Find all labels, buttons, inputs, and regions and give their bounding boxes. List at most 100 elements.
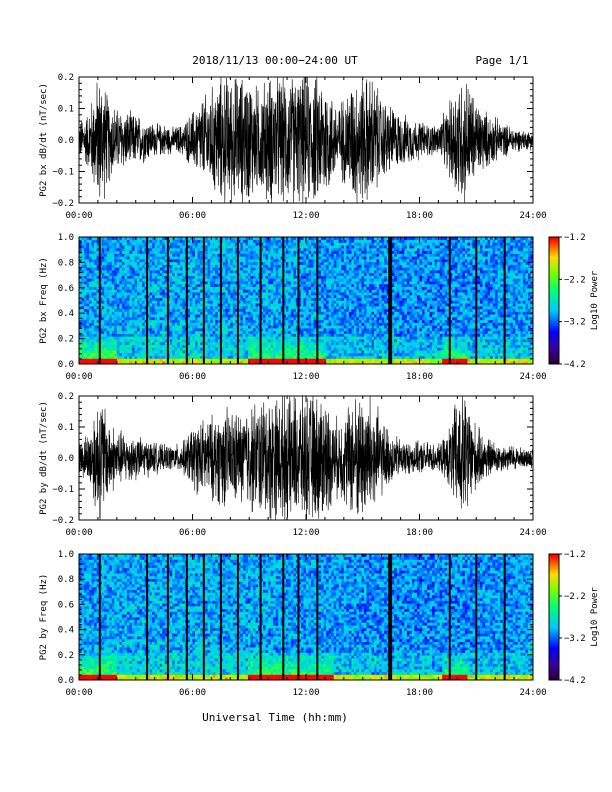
spectrogram-cell (114, 325, 118, 329)
spectrogram-cell (293, 283, 297, 287)
spectrogram-cell (159, 361, 163, 365)
spectrogram-cell (260, 330, 264, 334)
spectrogram-cell (343, 361, 347, 365)
spectrogram-cell (109, 352, 113, 357)
spectrogram-cell (159, 237, 163, 241)
spectrogram-cell (300, 250, 304, 254)
spectrogram-cell (137, 264, 140, 268)
spectrogram-cell (147, 311, 150, 315)
spectrogram-cell (111, 283, 115, 287)
spectrogram-cell (164, 278, 168, 282)
spectrogram-cell (111, 264, 115, 268)
spectrogram-cell (189, 259, 193, 263)
spectrogram-cell (200, 294, 203, 299)
spectrogram-cell (154, 341, 158, 345)
spectrogram-cell (328, 270, 332, 274)
spectrogram-cell (280, 245, 284, 249)
spectrogram-cell (321, 289, 324, 293)
spectrogram-cell (336, 248, 340, 252)
spectrogram-cell (91, 347, 95, 351)
spectrogram-cell (205, 294, 208, 299)
spectrogram-cell (318, 270, 322, 274)
spectrogram-cell (270, 358, 274, 362)
spectrogram-cell (164, 261, 168, 265)
spectrogram-cell (245, 270, 249, 274)
spectrogram-cell (308, 333, 312, 337)
spectrogram-cell (142, 270, 145, 274)
spectrogram-cell (149, 361, 153, 365)
spectrogram-cell (270, 355, 274, 359)
spectrogram-cell (164, 300, 168, 304)
spectrogram-cell (268, 347, 271, 351)
spectrogram-cell (253, 250, 256, 254)
spectrogram-cell (235, 311, 239, 315)
spectrogram-cell (343, 237, 347, 241)
spectrogram-cell (283, 355, 287, 359)
spectrogram-cell (192, 253, 196, 257)
spectrogram-cell (210, 253, 213, 257)
spectrogram-cell (338, 297, 342, 301)
spectrogram-cell (200, 275, 203, 279)
spectrogram-cell (240, 275, 244, 279)
spectrogram-cell (253, 319, 256, 323)
spectrogram-cell (217, 289, 221, 293)
spectrogram-cell (182, 275, 186, 279)
spectrogram-cell (227, 259, 231, 263)
spectrogram-cell (232, 250, 236, 254)
spectrogram-cell (280, 239, 284, 243)
spectrogram-cell (126, 286, 130, 290)
spectrogram-cell (207, 272, 211, 276)
spectrogram-cell (139, 283, 143, 287)
spectrogram-cell (89, 330, 92, 334)
spectrogram-cell (121, 325, 125, 329)
spectrogram-cell (134, 344, 138, 348)
spectrogram-cell (258, 281, 261, 285)
spectrogram-cell (147, 242, 150, 246)
spectrogram-cell (235, 253, 239, 257)
spectrogram-cell (306, 339, 309, 343)
spectrogram-cell (283, 322, 287, 326)
spectrogram-cell (250, 242, 254, 246)
spectrogram-cell (275, 328, 279, 332)
spectrogram-cell (147, 292, 150, 296)
spectrogram-cell (116, 333, 120, 337)
spectrogram-cell (94, 289, 97, 293)
spectrogram-cell (182, 286, 186, 290)
spectrogram-cell (149, 242, 153, 246)
spectrogram-cell (232, 306, 236, 310)
spectrogram-cell (205, 336, 208, 340)
spectrogram-cell (295, 292, 299, 296)
spectrogram-cell (260, 355, 264, 359)
spectrogram-cell (162, 330, 166, 334)
spectrogram-cell (210, 358, 213, 362)
spectrogram-cell (346, 341, 350, 345)
spectrogram-cell (217, 303, 221, 307)
spectrogram-cell (303, 275, 307, 279)
spectrogram-cell (144, 361, 148, 365)
spectrogram-cell (237, 355, 241, 359)
spectrogram-cell (144, 294, 148, 299)
spectrogram-cell (137, 347, 140, 351)
spectrogram-cell (242, 270, 246, 274)
spectrogram-cell (275, 261, 279, 265)
spectrogram-cell (247, 311, 251, 315)
spectrogram-cell (293, 347, 297, 351)
spectrogram-cell (84, 319, 87, 323)
spectrogram-cell (247, 264, 251, 268)
spectrogram-cell (240, 278, 244, 282)
spectrogram-cell (285, 289, 289, 293)
spectrogram-cell (275, 259, 279, 263)
spectrogram-cell (300, 317, 304, 321)
spectrogram-cell (154, 355, 158, 359)
spectrogram-cell (210, 270, 213, 274)
spectrogram-cell (258, 347, 261, 351)
spectrogram-cell (323, 248, 327, 252)
spectrogram-cell (172, 300, 176, 304)
spectrogram-cell (164, 355, 168, 359)
spectrogram-cell (328, 330, 332, 334)
spectrogram-cell (144, 239, 148, 243)
spectrogram-cell (207, 242, 211, 246)
spectrogram-cell (109, 306, 113, 310)
spectrogram-cell (147, 237, 150, 241)
spectrogram-cell (222, 256, 226, 260)
